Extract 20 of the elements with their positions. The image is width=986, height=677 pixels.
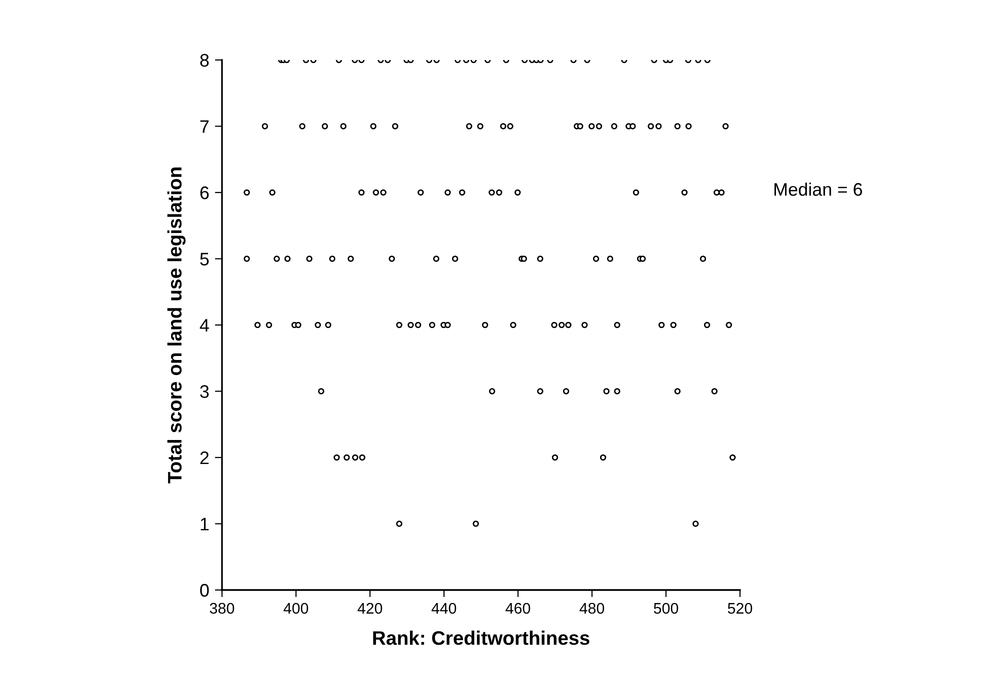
- y-tick-label: 3: [200, 385, 209, 398]
- x-tick-label: 480: [580, 602, 604, 614]
- y-tick-label: 5: [200, 252, 209, 266]
- y-tick-label: 0: [200, 584, 209, 597]
- text: Median = 6: [774, 182, 862, 196]
- y-tick-label: 8: [200, 54, 209, 67]
- y-tick-label: 7: [200, 120, 209, 133]
- x-tick-label: 520: [728, 602, 752, 614]
- x-axis-title: Rank: Creditworthiness: [373, 630, 590, 645]
- x-tick-label: 500: [654, 602, 678, 614]
- y-tick-label: 2: [200, 451, 209, 464]
- x-tick-label: 440: [432, 602, 456, 614]
- x-tick-label: 400: [284, 602, 308, 614]
- y-tick-label: 6: [200, 186, 209, 200]
- x-tick-label: 380: [210, 602, 234, 614]
- y-tick-label: 1: [200, 518, 209, 530]
- x-tick-label: 460: [506, 602, 530, 614]
- y-tick-label: 4: [200, 319, 209, 332]
- y-axis-title: Total score on land use legislation: [167, 168, 186, 484]
- x-tick-label: 420: [358, 602, 382, 614]
